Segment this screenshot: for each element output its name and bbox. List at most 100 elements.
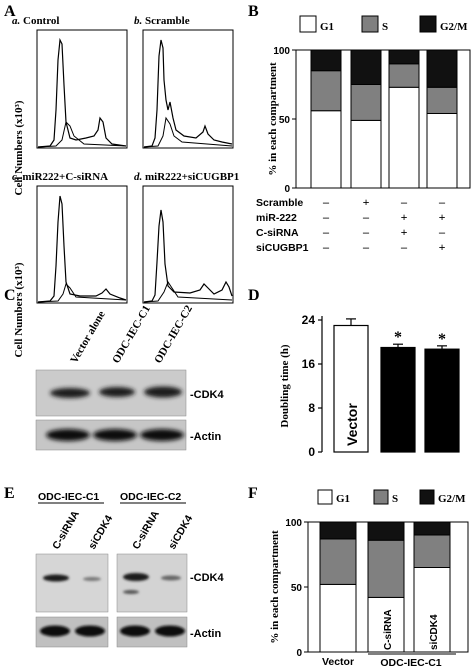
bar-segment [310, 70, 342, 112]
condition-sign: – [362, 210, 370, 224]
legend-label: G2/M [440, 21, 468, 33]
bar-segment [310, 49, 342, 72]
histogram-trace-d [143, 209, 233, 303]
condition-sign: – [362, 240, 370, 254]
group-label-odc-iec-c1: ODC-IEC-C1 [38, 491, 99, 503]
bar-segment [388, 63, 420, 88]
bar-segment [413, 567, 451, 653]
blot-band [43, 574, 69, 582]
bar-segment [388, 49, 420, 65]
condition-label: Scramble [256, 197, 303, 209]
blot-bands-cdk4-c [50, 386, 182, 398]
legend-swatch [299, 15, 317, 33]
blot-band [155, 625, 185, 637]
condition-label: C-siRNA [256, 227, 299, 239]
bar-segment [388, 86, 420, 189]
panel-letter-b: B [248, 3, 259, 20]
histogram-trace-c-overlay [37, 283, 127, 303]
lane-label: Vector alone [68, 309, 108, 366]
bar-segment [350, 119, 382, 189]
legend-swatch [317, 489, 333, 505]
y-axis-label: % in each compartment [267, 62, 279, 176]
condition-sign: – [322, 210, 330, 224]
western-blot-cdk4-e2 [116, 553, 188, 613]
legend-swatch [373, 489, 389, 505]
bar-segment [350, 49, 382, 85]
blot-band [93, 429, 137, 441]
group-label: ODC-IEC-C1 [380, 657, 441, 669]
histogram-frame-b [142, 29, 234, 149]
histogram-frame-a [36, 29, 128, 149]
subplot-c-tag: c. miR222+C-siRNA [12, 171, 108, 183]
panel-a-ylabel-bottom: Cell Numbers (x10³) [13, 262, 25, 357]
y-tick-label: 0 [308, 445, 315, 459]
subplot-d-label: miR222+siCUGBP1 [145, 171, 239, 183]
blot-band [123, 573, 149, 581]
significance-marker: * [394, 329, 402, 346]
blot-band [75, 625, 105, 637]
subplot-b-tag-letter: b. [134, 15, 142, 27]
y-tick-label: 24 [302, 313, 316, 327]
bar [333, 324, 369, 453]
category-label: siCDK4 [429, 614, 440, 650]
legend-swatch [419, 15, 437, 33]
legend-label: S [382, 21, 388, 33]
histogram-trace-a [37, 37, 127, 148]
subplot-b-tag: b. Scramble [134, 15, 190, 27]
condition-label: siCUGBP1 [256, 242, 309, 254]
histogram-trace-d-overlay [143, 280, 233, 303]
legend-label: S [392, 493, 398, 505]
bar-segment [367, 596, 405, 653]
blot-label-cdk4-e: -CDK4 [190, 572, 224, 584]
histogram-trace-b-overlay [143, 116, 233, 148]
bar-label: ODC-IEC-C1 [391, 364, 407, 446]
blot-bands-cdk4-e [43, 573, 181, 594]
y-tick-label: 0 [284, 184, 290, 195]
panel-letter-e: E [4, 485, 15, 502]
bar-segment [310, 110, 342, 189]
y-tick-label: 50 [279, 115, 291, 126]
subplot-d-tag: d. miR222+siCUGBP1 [134, 171, 239, 183]
y-tick-label: 50 [291, 583, 303, 594]
condition-sign: + [401, 210, 408, 224]
condition-sign: – [322, 240, 330, 254]
lane-label: siCDK4 [166, 513, 195, 551]
condition-sign: + [439, 210, 446, 224]
subplot-a-tag-letter: a. [12, 15, 20, 27]
condition-sign: + [401, 225, 408, 239]
histogram-trace-b [143, 39, 233, 148]
blot-band [161, 575, 181, 581]
blot-band [99, 387, 135, 397]
condition-sign: – [400, 195, 408, 209]
panel-b-chart: G1 S G2/M 0 50 100 % in each compartment Scramb… [256, 15, 471, 254]
lane-label: ODC-IEC-C2 [152, 303, 195, 366]
bar-segment [367, 521, 405, 541]
condition-sign: – [362, 225, 370, 239]
bar-segment [350, 84, 382, 121]
panel-a-ylabel-top: Cell Numbers (x10³) [13, 100, 25, 195]
blot-label-cdk4-c: -CDK4 [190, 389, 224, 401]
blot-bands-actin-c [46, 429, 184, 441]
legend-label: G1 [336, 493, 350, 505]
subplot-a-tag: a. Control [12, 15, 59, 27]
panel-letter-d: D [248, 287, 260, 304]
histogram-trace-c [37, 195, 127, 303]
condition-sign: – [322, 225, 330, 239]
panel-letter-c: C [4, 287, 16, 304]
group-label-odc-iec-c2: ODC-IEC-C2 [120, 491, 181, 503]
subplot-a-label: Control [23, 15, 59, 27]
category-label: C-siRNA [383, 609, 394, 650]
condition-sign: – [438, 195, 446, 209]
blot-bands-actin-e [40, 625, 185, 637]
bar-segment [426, 49, 458, 88]
blot-band [50, 388, 90, 398]
panel-f-chart: G1 S G2/M 0 50 100 % in each compartment Vector… [269, 489, 469, 669]
significance-marker: * [438, 331, 446, 348]
panel-letter-f: F [248, 485, 258, 502]
histogram-frame-d [142, 185, 234, 304]
condition-label: miR-222 [256, 212, 297, 224]
lane-label: ODC-IEC-C1 [110, 303, 153, 365]
western-blot-cdk4-e1 [35, 553, 109, 613]
bar-segment [319, 521, 357, 540]
panel-d-chart: 0 8 16 24 Doubling time (h) Vector ODC-IEC-C1 *… [279, 313, 460, 459]
